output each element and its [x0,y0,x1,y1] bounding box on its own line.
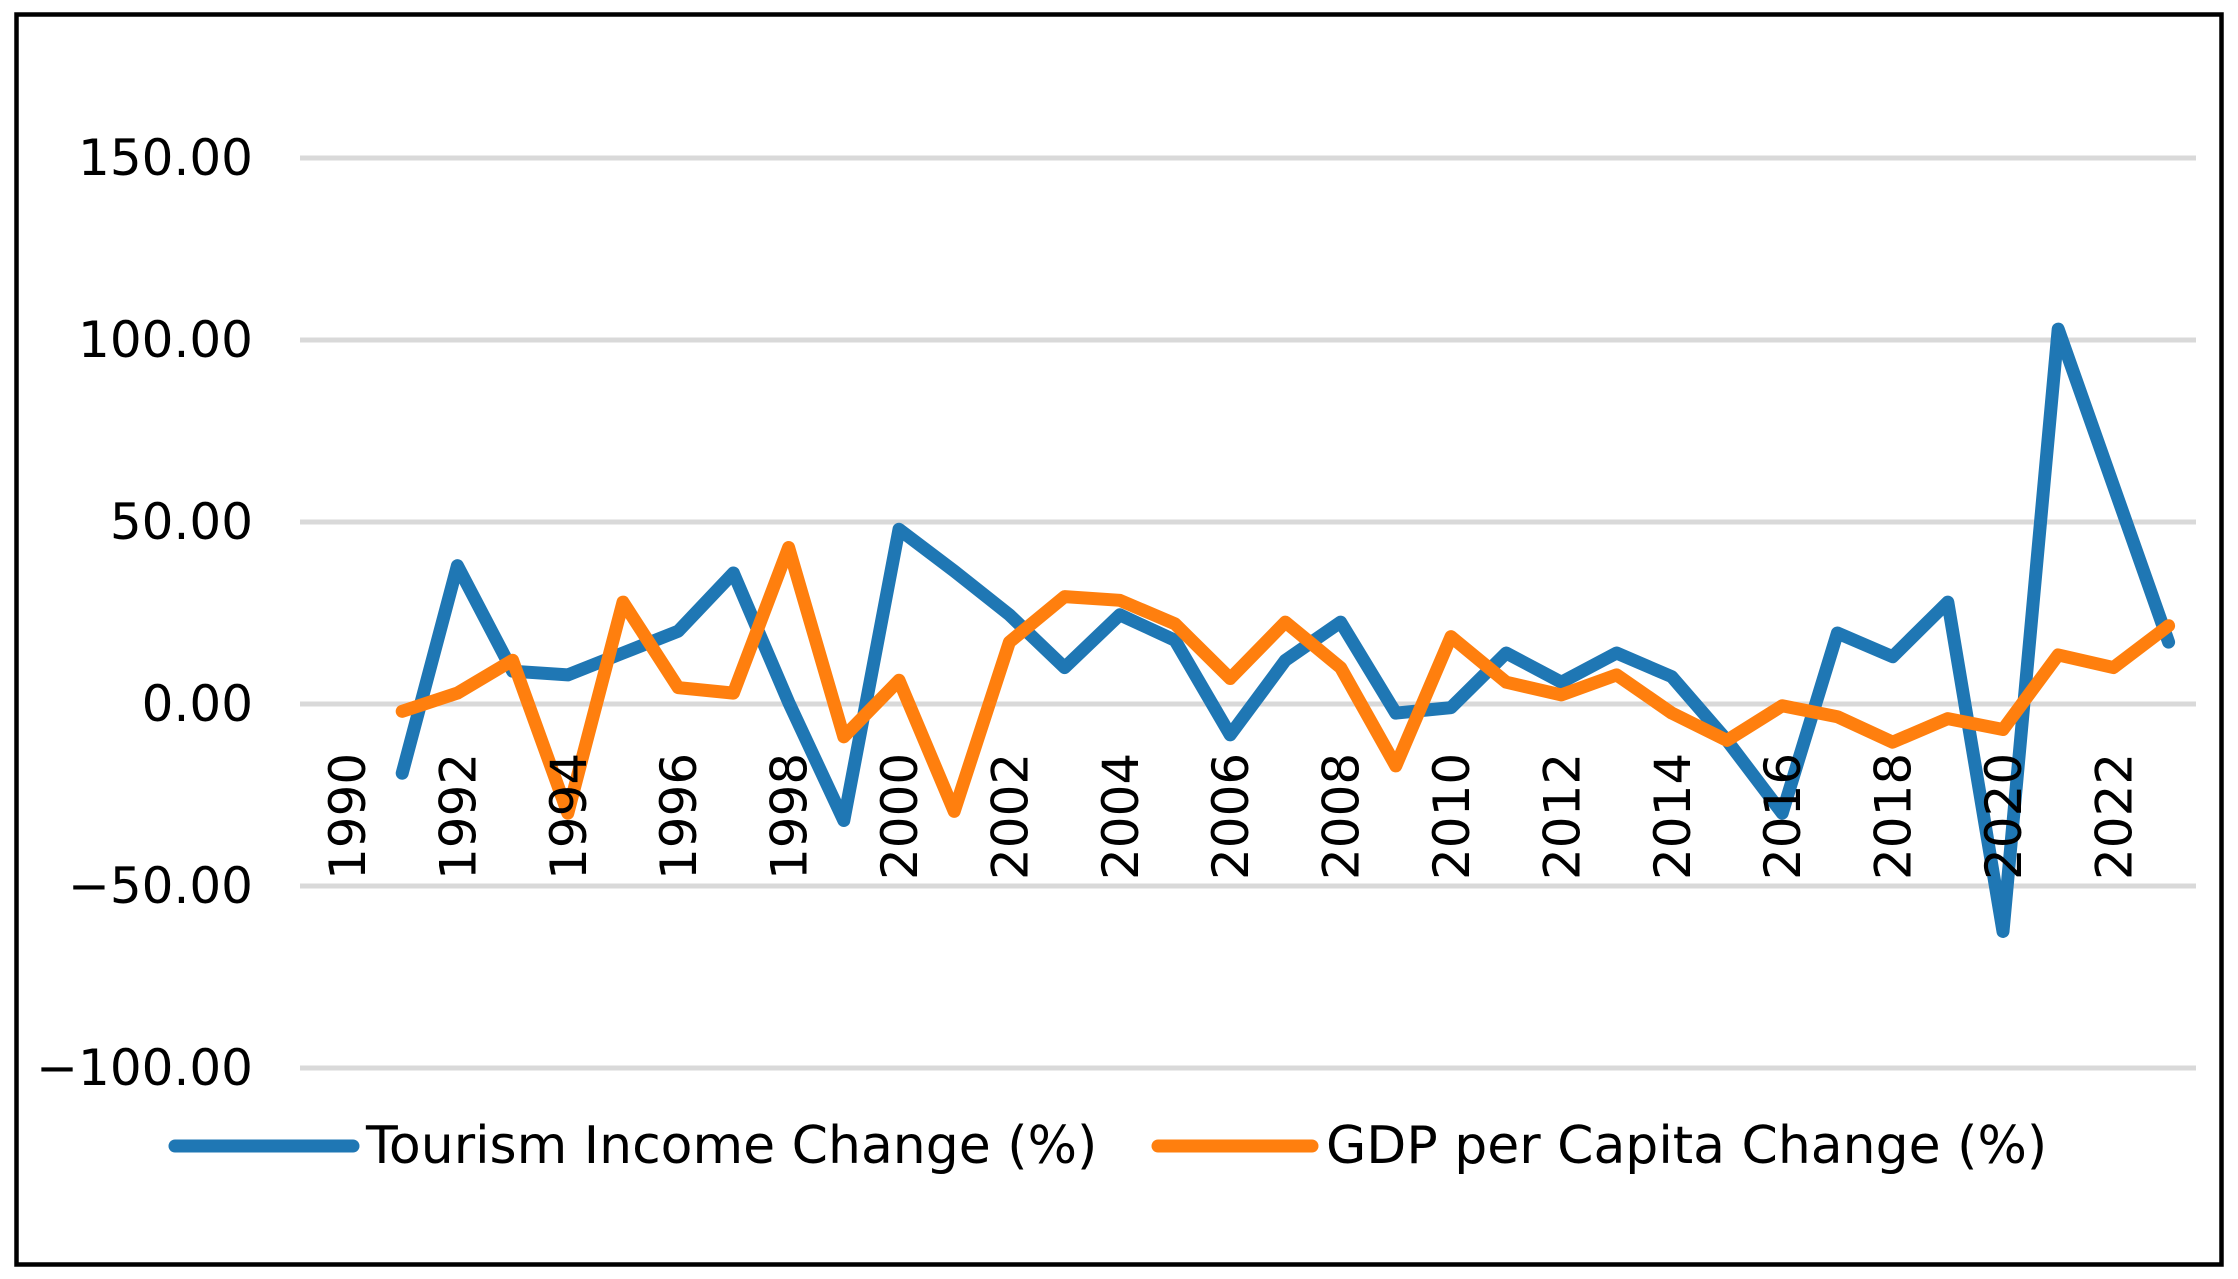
x-tick-label-2020: 2020 [1975,753,2033,880]
chart-legend: Tourism Income Change (%) GDP per Capita … [168,1116,2047,1176]
x-tick-label-2012: 2012 [1533,753,1591,880]
x-tick-label-2008: 2008 [1313,753,1371,880]
figure-border [14,12,2224,1267]
gridlines-layer [300,155,2196,1071]
x-tick-label-2016: 2016 [1754,753,1812,880]
series-line-gdp [395,541,2176,820]
y-tick-label--100: −100.00 [36,1039,253,1097]
series-layer [395,322,2176,938]
legend-label-tourism: Tourism Income Change (%) [365,1116,1097,1176]
x-tick-label-1998: 1998 [761,753,819,880]
x-tick-label-1996: 1996 [650,753,708,880]
y-tick-label-0: 0.00 [142,675,253,733]
y-tick-label--50: −50.00 [68,857,253,915]
x-tick-label-2006: 2006 [1202,753,1260,880]
x-tick-label-2004: 2004 [1092,753,1150,880]
x-tick-label-1994: 1994 [540,753,598,880]
x-tick-label-2018: 2018 [1865,753,1923,880]
x-tick-label-1990: 1990 [319,753,377,880]
x-tick-label-2000: 2000 [871,753,929,880]
x-tick-label-2014: 2014 [1644,753,1702,880]
y-tick-label-50: 50.00 [110,493,253,551]
series-line-tourism [395,322,2176,938]
legend-label-gdp: GDP per Capita Change (%) [1326,1116,2047,1176]
x-axis-tick-labels: 1990 1992 1994 1996 1998 2000 2002 2004 2006 2008… [319,753,2143,880]
x-tick-label-2002: 2002 [981,753,1039,880]
x-tick-label-2010: 2010 [1423,753,1481,880]
y-tick-label-100: 100.00 [78,311,253,369]
y-tick-label-150: 150.00 [78,129,253,187]
y-axis-tick-labels: 150.00 100.00 50.00 0.00 −50.00 −100.00 [36,129,253,1097]
x-tick-label-1992: 1992 [429,753,487,880]
x-tick-label-2022: 2022 [2085,753,2143,880]
